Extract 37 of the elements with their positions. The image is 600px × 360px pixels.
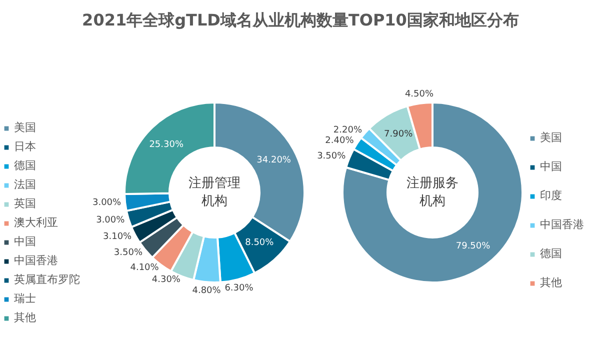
data-label: 25.30%	[149, 140, 184, 150]
data-label: 3.00%	[96, 215, 126, 226]
data-label: 8.50%	[245, 238, 274, 248]
data-label: 34.20%	[256, 155, 292, 166]
legend-label: 瑞士	[14, 291, 36, 306]
legend-label: 其他	[14, 310, 36, 325]
text: 注册服务机构	[406, 176, 458, 209]
chart-title: 2021年全球gTLD域名从业机构数量TOP10国家和地区分布	[82, 10, 519, 30]
data-label: 3.00%	[92, 198, 122, 208]
legend-label: 英属直布罗陀	[14, 272, 80, 287]
legend-label: 中国	[14, 234, 36, 249]
data-label: 4.80%	[192, 286, 222, 296]
legend-label: 中国香港	[14, 253, 58, 268]
text: 注册管理机构	[188, 176, 240, 209]
legend-label: 中国	[540, 159, 562, 174]
legend-label: 法国	[14, 177, 36, 192]
legend-label: 日本	[14, 139, 36, 154]
data-label: 3.50%	[114, 248, 143, 258]
data-label: 4.10%	[130, 263, 160, 274]
legend-label: 其他	[540, 275, 562, 290]
legend-label: 英国	[14, 196, 36, 211]
legend-label: 美国	[540, 130, 562, 145]
data-label: 7.90%	[384, 129, 414, 140]
data-label: 3.10%	[103, 232, 132, 242]
data-label: 79.50%	[456, 241, 491, 252]
data-label: 2.40%	[325, 136, 354, 146]
legend-label: 澳大利亚	[14, 215, 58, 230]
legend-label: 德国	[14, 158, 36, 173]
legend-label: 中国香港	[540, 217, 584, 232]
legend-label: 美国	[14, 120, 36, 135]
data-label: 4.30%	[152, 275, 181, 286]
data-label: 4.50%	[404, 89, 434, 100]
data-label: 3.50%	[317, 152, 346, 162]
data-label: 6.30%	[224, 283, 254, 294]
legend-label: 德国	[540, 246, 562, 261]
legend-label: 印度	[540, 188, 562, 203]
data-label: 2.20%	[333, 125, 362, 136]
